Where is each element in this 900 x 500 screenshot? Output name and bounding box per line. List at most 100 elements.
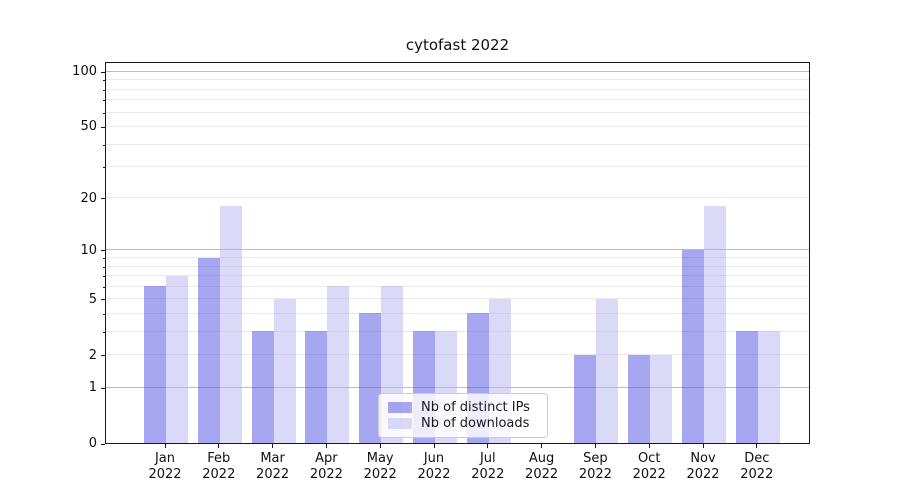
legend-row-downloads: Nb of downloads xyxy=(388,416,538,431)
y-tick-mark xyxy=(101,198,105,200)
bar-distinct-ips xyxy=(359,313,382,443)
legend-swatch-distinct-ips xyxy=(388,401,412,413)
minor-gridline xyxy=(106,265,809,267)
y-minor-tick-mark xyxy=(102,89,105,91)
x-tick-label-jul: Jul 2022 xyxy=(460,451,516,483)
bar-distinct-ips xyxy=(144,286,166,443)
x-tick-label-jun: Jun 2022 xyxy=(406,451,462,483)
x-tick-label-oct: Oct 2022 xyxy=(621,451,677,483)
month-label: Mar xyxy=(260,451,285,466)
month-label: Nov xyxy=(690,451,716,466)
x-tick-mark xyxy=(487,444,489,448)
bar-downloads xyxy=(219,206,242,443)
bar-downloads xyxy=(327,286,350,443)
x-tick-mark xyxy=(325,444,327,448)
y-minor-tick-mark xyxy=(102,313,105,315)
minor-gridline xyxy=(106,354,809,356)
y-minor-tick-mark xyxy=(102,100,105,102)
year-label: 2022 xyxy=(363,467,397,482)
bar-distinct-ips xyxy=(251,331,274,443)
legend: Nb of distinct IPs Nb of downloads xyxy=(378,393,548,438)
major-gridline xyxy=(106,386,809,388)
x-tick-mark xyxy=(164,444,166,448)
y-tick-mark xyxy=(101,71,105,73)
y-tick-label: 2 xyxy=(88,347,97,363)
minor-gridline xyxy=(106,285,809,287)
year-label: 2022 xyxy=(686,467,720,482)
x-tick-label-jan: Jan 2022 xyxy=(137,451,193,483)
y-minor-tick-mark xyxy=(102,112,105,114)
year-label: 2022 xyxy=(148,467,182,482)
month-label: Oct xyxy=(637,451,661,466)
minor-gridline xyxy=(106,88,809,90)
minor-gridline xyxy=(106,111,809,113)
x-tick-label-aug: Aug 2022 xyxy=(514,451,570,483)
y-tick-mark xyxy=(101,443,105,445)
year-label: 2022 xyxy=(471,467,505,482)
minor-gridline xyxy=(106,166,809,168)
minor-gridline xyxy=(106,330,809,332)
y-minor-tick-mark xyxy=(102,266,105,268)
y-tick-mark xyxy=(101,126,105,128)
year-label: 2022 xyxy=(525,467,559,482)
bar-distinct-ips xyxy=(628,354,651,443)
month-label: Dec xyxy=(744,451,770,466)
x-tick-label-dec: Dec 2022 xyxy=(729,451,785,483)
chart-title: cytofast 2022 xyxy=(405,36,510,54)
bar-downloads xyxy=(596,298,619,443)
y-tick-mark xyxy=(101,387,105,389)
y-tick-mark xyxy=(101,355,105,357)
bar-distinct-ips xyxy=(735,331,758,443)
y-tick-label: 0 xyxy=(88,436,97,451)
plot-area: Nb of distinct IPs Nb of downloads xyxy=(105,62,810,444)
bar-downloads xyxy=(704,206,726,443)
x-tick-mark xyxy=(756,444,758,448)
year-label: 2022 xyxy=(202,467,236,482)
minor-gridline xyxy=(106,125,809,127)
month-label: Jan xyxy=(154,451,176,466)
year-label: 2022 xyxy=(417,467,451,482)
y-tick-mark xyxy=(101,299,105,301)
y-minor-tick-mark xyxy=(102,80,105,82)
y-minor-tick-mark xyxy=(102,167,105,169)
x-tick-label-may: May 2022 xyxy=(352,451,408,483)
minor-gridline xyxy=(106,143,809,145)
x-tick-mark xyxy=(379,444,381,448)
month-label: Sep xyxy=(583,451,608,466)
bar-downloads xyxy=(757,331,780,443)
y-minor-tick-mark xyxy=(102,144,105,146)
x-tick-label-apr: Apr 2022 xyxy=(298,451,354,483)
month-label: May xyxy=(366,451,394,466)
bar-downloads xyxy=(166,275,188,443)
month-label: Jun xyxy=(423,451,445,466)
minor-gridline xyxy=(106,79,809,81)
x-tick-mark xyxy=(541,444,543,448)
y-tick-label: 50 xyxy=(80,119,97,135)
bar-downloads xyxy=(273,298,296,443)
month-label: Apr xyxy=(315,451,338,466)
minor-gridline xyxy=(106,99,809,101)
bar-downloads xyxy=(650,354,673,443)
legend-label-downloads: Nb of downloads xyxy=(421,416,530,432)
y-tick-label: 100 xyxy=(72,64,97,80)
x-tick-mark xyxy=(594,444,596,448)
minor-gridline xyxy=(106,275,809,277)
major-gridline xyxy=(106,249,809,251)
x-tick-label-mar: Mar 2022 xyxy=(245,451,301,483)
bar-distinct-ips xyxy=(305,331,328,443)
x-tick-mark xyxy=(433,444,435,448)
x-tick-mark xyxy=(702,444,704,448)
legend-swatch-downloads xyxy=(388,418,412,430)
x-tick-label-feb: Feb 2022 xyxy=(191,451,247,483)
x-tick-label-sep: Sep 2022 xyxy=(567,451,623,483)
month-label: Feb xyxy=(207,451,231,466)
major-gridline xyxy=(106,70,809,72)
y-minor-tick-mark xyxy=(102,276,105,278)
year-label: 2022 xyxy=(740,467,774,482)
legend-row-distinct-ips: Nb of distinct IPs xyxy=(388,400,538,415)
year-label: 2022 xyxy=(632,467,666,482)
x-tick-mark xyxy=(218,444,220,448)
minor-gridline xyxy=(106,312,809,314)
minor-gridline xyxy=(106,257,809,259)
